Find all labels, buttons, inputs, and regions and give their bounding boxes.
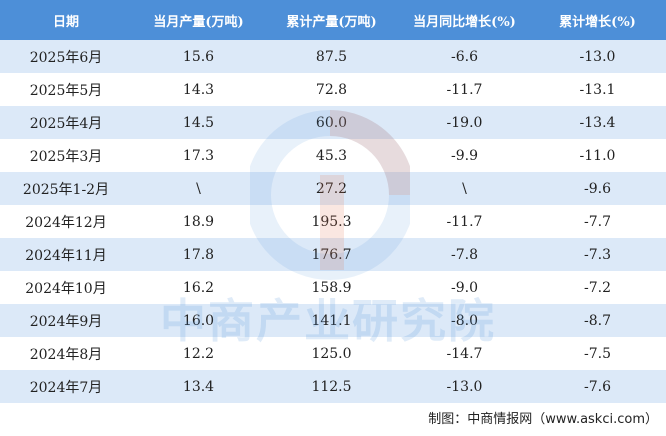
table-cell: 2025年6月 [29,49,103,66]
table-cell: 2024年7月 [29,379,103,396]
table-row: 2025年6月 15.6 87.5 -6.6 -13.0 [0,40,666,73]
table-row: 2025年3月 17.3 45.3 -9.9 -11.0 [0,139,666,172]
table-cell: 2025年5月 [29,82,103,99]
table-cell: -13.0 [446,378,483,395]
header-cell: 日期 [52,14,79,30]
table-row: 2024年7月 13.4 112.5 -13.0 -7.6 [0,370,666,403]
table-row: 2024年8月 12.2 125.0 -14.7 -7.5 [0,337,666,370]
table-cell: 176.7 [265,247,398,263]
table-cell: 2024年8月 [29,346,103,363]
table-cell: 2024年10月 [25,280,107,297]
table-cell: 15.6 [182,48,215,65]
watermark-logo [250,110,410,280]
table-cell: 45.3 [315,147,348,164]
table-cell: 195.3 [265,214,398,230]
table-cell: -13.1 [579,81,616,98]
table-cell: 14.3 [182,81,215,98]
table-row: 2024年12月 18.9 195.3 -11.7 -7.7 [0,205,666,238]
table-cell: -14.7 [446,345,483,362]
table-cell: 60.0 [315,114,348,131]
table-cell: 87.5 [315,48,348,65]
table-cell: 125.0 [311,345,352,362]
table-cell: 18.9 [182,213,215,230]
table-row: 2025年1-2月 \ 27.2 \ -9.6 [0,172,666,205]
header-cell: 当月同比增长(%) [413,14,516,30]
table-cell: 141.1 [311,312,352,329]
table-cell: -9.0 [451,279,478,296]
table-row: 2024年11月 17.8 176.7 -7.8 -7.3 [0,238,666,271]
table-cell: -8.7 [584,312,611,329]
source-note: 制图：中商情报网（www.askci.com） [428,412,658,427]
table-cell: -6.6 [451,48,478,65]
table-cell: -7.8 [451,246,478,263]
table-cell: 16.2 [182,279,215,296]
header-cell: 累计产量(万吨) [286,14,377,30]
table-cell: -9.6 [584,180,611,197]
table-cell: -7.6 [584,378,611,395]
header-row: 日期 当月产量(万吨) 累计产量(万吨) 当月同比增长(%) 累计增长(%) [0,0,666,40]
table-cell: -9.9 [451,147,478,164]
table-cell: \ [462,180,467,197]
table-cell: -11.7 [446,213,483,230]
table-cell: 2025年4月 [29,115,103,132]
table-cell: 12.2 [182,345,215,362]
table-cell: 14.5 [182,114,215,131]
table-cell: -13.0 [579,48,616,65]
table-cell: 2024年9月 [29,313,103,330]
table-cell: -11.0 [579,147,616,164]
table-cell: -7.2 [584,279,611,296]
table-cell: 2024年11月 [25,247,107,264]
table-cell: 16.0 [182,312,215,329]
table-cell: 112.5 [311,378,352,395]
table-cell: 17.8 [182,246,215,263]
header-cell: 当月产量(万吨) [153,14,244,30]
table-cell: -19.0 [446,114,483,131]
table-row: 2025年5月 14.3 72.8 -11.7 -13.1 [0,73,666,106]
table-cell: 72.8 [315,81,348,98]
table-cell: 17.3 [182,147,215,164]
table-cell: 2024年12月 [25,214,107,231]
header-cell: 累计增长(%) [559,14,636,30]
table-row: 2025年4月 14.5 60.0 -19.0 -13.4 [0,106,666,139]
table-cell: 2025年1-2月 [22,181,110,198]
table-cell: -7.5 [584,345,611,362]
table-row: 2024年10月 16.2 158.9 -9.0 -7.2 [0,271,666,304]
watermark-text: 中商产业研究院 [160,294,496,348]
table-cell: -13.4 [579,114,616,131]
table-cell: 13.4 [182,378,215,395]
table-cell: -8.0 [451,312,478,329]
table-cell: \ [196,180,201,197]
table-cell: 158.9 [311,279,352,296]
table-cell: -7.3 [584,246,611,263]
table-cell: 2025年3月 [29,148,103,165]
table-cell: -11.7 [446,81,483,98]
table-cell: -7.7 [584,213,611,230]
table-row: 2024年9月 16.0 141.1 -8.0 -8.7 [0,304,666,337]
table-cell: 27.2 [265,181,398,197]
